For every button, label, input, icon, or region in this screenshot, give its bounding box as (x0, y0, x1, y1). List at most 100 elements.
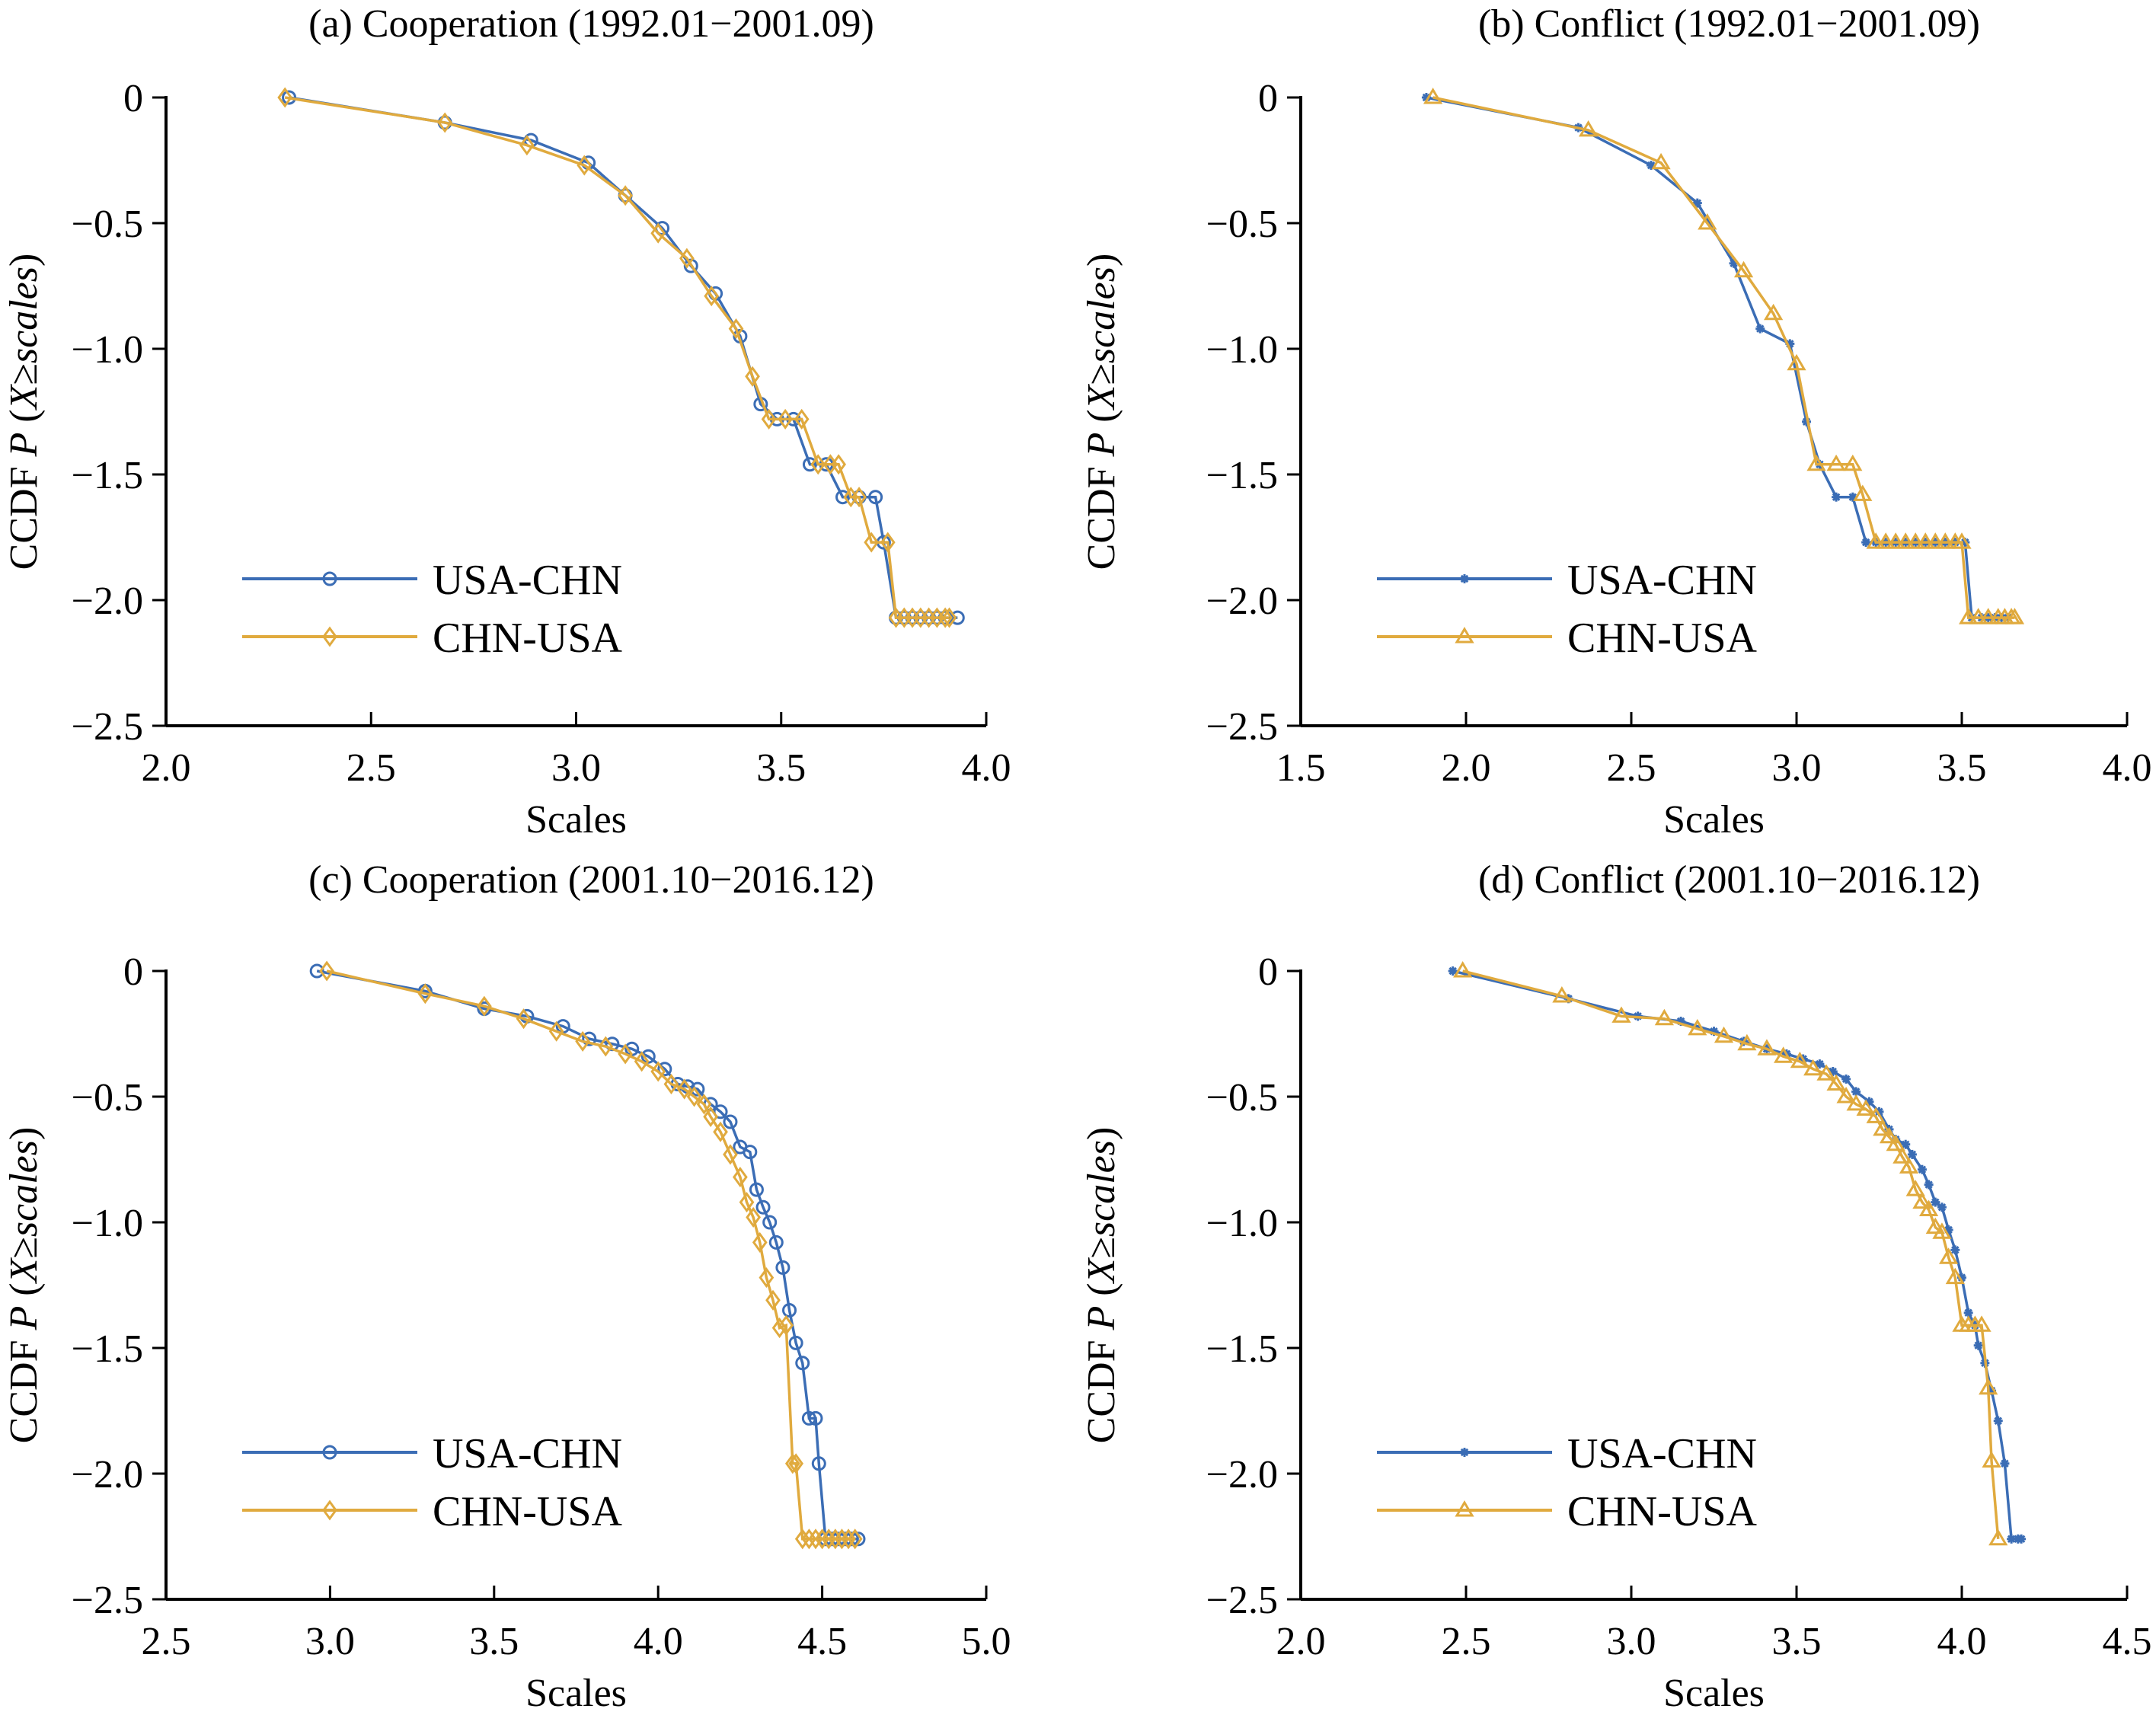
data-point-triangle (1774, 1046, 1793, 1063)
x-tick-label: 4.0 (634, 1620, 683, 1663)
data-point-asterisk (1832, 492, 1841, 502)
data-point-diamond (663, 1073, 679, 1095)
y-label-part: P (2, 1306, 46, 1331)
data-point-triangle (1879, 1126, 1899, 1144)
data-point-triangle (1979, 608, 1998, 624)
data-point-diamond (516, 1008, 532, 1030)
data-point-triangle (1733, 260, 1754, 278)
data-point-diamond (277, 87, 293, 108)
x-axis-label: Scales (525, 798, 627, 842)
data-point-triangle (1826, 1074, 1846, 1091)
data-point-diamond (810, 454, 826, 475)
legend-label: CHN-USA (1567, 615, 1757, 662)
panel-c: (c) Cooperation (2001.10−2016.12) CCDF P… (2, 858, 1011, 1712)
legend-entry: CHN-USA (1377, 1488, 1757, 1535)
y-label-part: X (2, 1257, 46, 1284)
data-point-triangle (1423, 88, 1443, 104)
series-usa-chn (282, 90, 965, 625)
data-point-asterisk (1864, 1097, 1874, 1107)
legend-label: USA-CHN (1567, 1430, 1757, 1477)
data-point-circle (811, 1456, 826, 1471)
data-point-triangle (1763, 303, 1784, 321)
data-point-triangle (1866, 1107, 1886, 1123)
data-point-triangle (1866, 532, 1886, 549)
y-tick-label: −1.0 (72, 1202, 143, 1245)
y-label-part: P (1080, 1306, 1123, 1331)
data-point-triangle (1651, 152, 1671, 170)
data-point-diamond (548, 1020, 564, 1042)
x-tick-label: 3.5 (469, 1620, 519, 1663)
x-tick-label: 4.5 (2103, 1620, 2152, 1663)
legend-label: USA-CHN (433, 557, 622, 604)
legend-label: CHN-USA (433, 1488, 622, 1535)
y-label-part: ) (2, 254, 46, 267)
legend-label: USA-CHN (433, 1430, 622, 1477)
data-point-diamond (598, 1036, 614, 1057)
data-point-circle (762, 1215, 778, 1230)
data-point-triangle (1453, 961, 1473, 978)
data-point-asterisk (1448, 966, 1458, 976)
data-point-asterisk (1924, 1180, 1934, 1190)
x-tick-label: 2.5 (1442, 1620, 1491, 1663)
x-axis-label: Scales (1663, 1672, 1765, 1712)
y-tick-label: −1.5 (72, 454, 143, 497)
data-point-triangle (1552, 986, 1572, 1003)
data-point-triangle (1836, 1087, 1856, 1104)
data-point-diamond (686, 1086, 702, 1107)
x-tick-label: 3.0 (551, 746, 601, 790)
data-point-triangle (1698, 213, 1717, 230)
legend-entry: USA-CHN (1377, 557, 1757, 604)
data-point-diamond (577, 155, 593, 176)
x-tick-label: 3.0 (1607, 1620, 1656, 1663)
data-point-diamond (771, 1318, 787, 1339)
data-point-circle (835, 490, 851, 505)
data-point-diamond (704, 286, 720, 307)
data-point-triangle (1806, 454, 1826, 471)
data-point-diamond (778, 408, 793, 430)
data-point-diamond (676, 1078, 692, 1100)
legend-entry: USA-CHN (242, 1430, 622, 1477)
data-point-circle (582, 1031, 597, 1046)
data-point-circle (802, 457, 817, 472)
legend-entry: USA-CHN (242, 557, 622, 604)
y-label-part: P (2, 433, 46, 458)
data-point-triangle (1790, 1051, 1809, 1068)
data-point-diamond (519, 135, 535, 156)
data-point-diamond (801, 1528, 817, 1550)
panel-title: (a) Cooperation (1992.01−2001.09) (308, 2, 874, 46)
data-point-triangle (1915, 532, 1935, 549)
data-point-circle (723, 1114, 738, 1129)
data-point-triangle (1945, 1267, 1965, 1285)
data-point-triangle (1816, 1064, 1836, 1081)
x-tick-label: 2.5 (142, 1620, 191, 1663)
y-tick-label: −1.0 (72, 328, 143, 372)
data-point-circle (782, 1303, 797, 1318)
data-point-diamond (821, 1528, 837, 1550)
y-tick-label: −2.0 (72, 580, 143, 623)
series-line (1426, 96, 2008, 619)
data-point-diamond (759, 1267, 775, 1289)
data-point-diamond (814, 1528, 830, 1550)
data-point-triangle (1843, 454, 1863, 471)
data-point-diamond (834, 1528, 850, 1550)
data-point-asterisk (1963, 1308, 1973, 1318)
data-point-circle (749, 1182, 764, 1197)
x-tick-label: 3.5 (1772, 1620, 1822, 1663)
x-axis-label: Scales (1663, 798, 1765, 842)
data-point-diamond (752, 1231, 768, 1253)
y-axis-label: CCDF P (X≥scales) (2, 254, 46, 570)
y-label-part: scales (1080, 1140, 1123, 1237)
data-point-triangle (1886, 1134, 1905, 1151)
data-point-triangle (1611, 1006, 1631, 1023)
y-label-part: X (1080, 1257, 1123, 1284)
y-label-part: ≥ (2, 363, 46, 385)
data-point-asterisk (1841, 1074, 1851, 1084)
x-tick-label: 4.0 (1937, 1620, 1987, 1663)
series-usa-chn (309, 963, 866, 1547)
data-point-asterisk (1993, 1416, 2003, 1426)
x-tick-label: 2.5 (1607, 746, 1656, 790)
data-point-triangle (1853, 484, 1873, 501)
data-point-asterisk (1917, 1164, 1927, 1174)
data-point-triangle (1578, 120, 1599, 137)
data-point-asterisk (1815, 1059, 1825, 1069)
